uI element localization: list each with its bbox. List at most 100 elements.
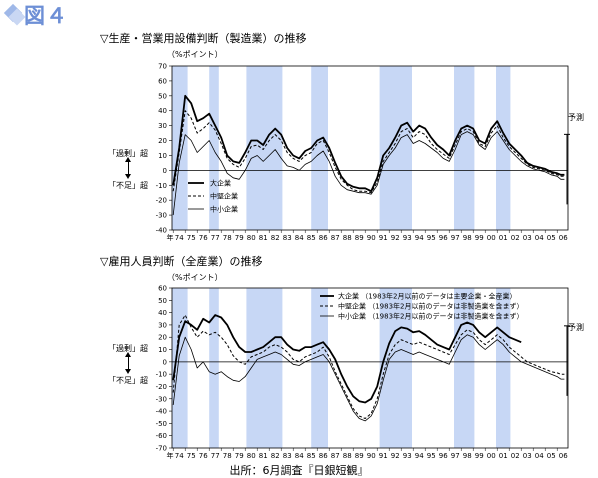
chart2-series-line-3	[172, 334, 565, 422]
chart2-xtick-label: 76	[199, 452, 208, 460]
chart1-xtick-label: 99	[475, 234, 484, 242]
chart2-ytick-label: -40	[156, 408, 167, 416]
chart2-ytick-label: 0	[163, 358, 167, 366]
chart2-ytick-label: -60	[156, 432, 167, 440]
chart2-xtick-label: 81	[259, 452, 268, 460]
chart2-xtick-label: 96	[439, 452, 448, 460]
chart2-ytick-label: -50	[156, 420, 167, 428]
chart1-xtick-label: 75	[187, 234, 196, 242]
chart2-xtick-label: 85	[307, 452, 316, 460]
chart1-series-line-2	[172, 110, 565, 194]
chart2-ytick-label: 40	[158, 309, 167, 317]
chart1-frame	[171, 65, 569, 231]
chart1-ytick-label: -40	[156, 227, 167, 235]
chart2-xtick-label: 79	[235, 452, 244, 460]
chart2-series-line-2	[172, 314, 565, 419]
chart1-xtick-label: 96	[439, 234, 448, 242]
chart2-xtick-label: 01	[499, 452, 508, 460]
chart2-xtick-label: 97	[451, 452, 460, 460]
chart1-ytick-label: 0	[163, 167, 167, 175]
chart2-xtick-label: 75	[187, 452, 196, 460]
chart1-xtick-label: 02	[511, 234, 520, 242]
chart2-xtick-label: 88	[343, 452, 352, 460]
chart2-unit: （%ポイント）	[167, 273, 223, 282]
chart1-ytick-label: 20	[158, 137, 167, 145]
chart2-title: ▽雇用人員判断（全産業）の推移	[100, 255, 263, 268]
source-note: 出所：6月調査『日銀短観』	[229, 464, 369, 477]
chart2-shaded-band	[496, 288, 511, 448]
chart1-xtick-label: 79	[235, 234, 244, 242]
chart2-xtick-label: 84	[295, 452, 304, 460]
chart2-xtick-label: 99	[475, 452, 484, 460]
chart2-xtick-label: 04	[535, 452, 544, 460]
chart1-xtick-label: 95	[427, 234, 436, 242]
chart1-ytick-label: 40	[158, 107, 167, 115]
chart1-xtick-label: 01	[499, 234, 508, 242]
chart1-xtick-label: 98	[463, 234, 472, 242]
chart2-frame	[171, 287, 569, 449]
chart2-shaded-band	[311, 288, 328, 448]
chart2-xtick-label: 94	[415, 452, 424, 460]
chart1-xtick-label: 78	[223, 234, 232, 242]
chart1-ytick-label: -30	[156, 212, 167, 220]
chart2-ytick-label: 10	[158, 346, 167, 354]
chart1-ytick-label: 70	[158, 63, 167, 71]
chart1-xtick-label: 80	[247, 234, 256, 242]
chart1-xtick-label: 76	[199, 234, 208, 242]
chart2-xtick-label: 74	[175, 452, 184, 460]
chart2-xtick-label: 91	[379, 452, 388, 460]
chart2-upper-note: 「過剰」超	[108, 344, 148, 353]
chart2-ytick-label: 60	[158, 285, 167, 293]
chart2-series-line-1	[172, 314, 522, 404]
chart2-xtick-label: 95	[427, 452, 436, 460]
figure-label: 図４	[24, 3, 68, 28]
chart2-xtick-label: 83	[283, 452, 292, 460]
chart2-xtick-label: 92	[391, 452, 400, 460]
chart1-ytick-label: -10	[156, 182, 167, 190]
chart1-ytick-label: 10	[158, 152, 167, 160]
chart2-xtick-label: 89	[355, 452, 364, 460]
chart1-xtick-label: 05	[547, 234, 556, 242]
chart1-unit: （%ポイント）	[167, 50, 223, 59]
chart1-shaded-band	[246, 66, 283, 230]
chart1-shaded-band	[209, 66, 219, 230]
chart1-legend-label: 中堅企業	[210, 192, 238, 201]
chart1-ytick-label: 30	[158, 122, 167, 130]
chart2-xtick-label: 93	[403, 452, 412, 460]
chart1-xtick-label: 86	[319, 234, 328, 242]
chart2-xtick-label: 02	[511, 452, 520, 460]
chart2-forecast-label: 予測	[568, 323, 584, 332]
chart2-ytick-label: -10	[156, 371, 167, 379]
chart1-group: 70 60 50 40 30 20 10 0 -10 -20 -30 -40年 74 75 76 77 78 79…	[156, 63, 570, 242]
chart1-ytick-label: 60	[158, 77, 167, 85]
chart1-title: ▽生産・営業用設備判断（製造業）の推移	[100, 32, 307, 45]
chart1-legend-label: 中小企業	[210, 205, 238, 214]
chart2-legend-label: 中小企業 （1983年2月以前のデータは非製造業を含まず）	[338, 312, 524, 321]
chart1-xtick-label: 94	[415, 234, 424, 242]
chart2-xtick-label: 年	[167, 451, 174, 460]
chart1-shaded-band	[379, 66, 412, 230]
chart2-xtick-label: 77	[211, 452, 220, 460]
chart1-xtick-label: 92	[391, 234, 400, 242]
chart1-xtick-label: 00	[487, 234, 496, 242]
chart2-shaded-band	[172, 288, 188, 448]
chart2-ytick-label: 30	[158, 321, 167, 329]
chart1-xtick-label: 81	[259, 234, 268, 242]
chart2-xtick-label: 82	[271, 452, 280, 460]
chart1-xtick-label: 04	[535, 234, 544, 242]
chart2-updown-arrow	[125, 352, 131, 374]
chart2-lower-note: 「不足」超	[108, 376, 148, 385]
chart2-xtick-label: 90	[367, 452, 376, 460]
chart1-shaded-band	[311, 66, 328, 230]
chart2-xtick-label: 98	[463, 452, 472, 460]
chart1-xtick-label: 85	[307, 234, 316, 242]
chart1-xtick-label: 06	[559, 234, 568, 242]
chart2-ytick-label: -30	[156, 395, 167, 403]
chart2-xtick-label: 80	[247, 452, 256, 460]
chart1-upper-note: 「過剰」超	[108, 149, 148, 158]
chart1-series-line-3	[172, 131, 565, 216]
chart1-xtick-label: 87	[331, 234, 340, 242]
chart1-xtick-label: 82	[271, 234, 280, 242]
